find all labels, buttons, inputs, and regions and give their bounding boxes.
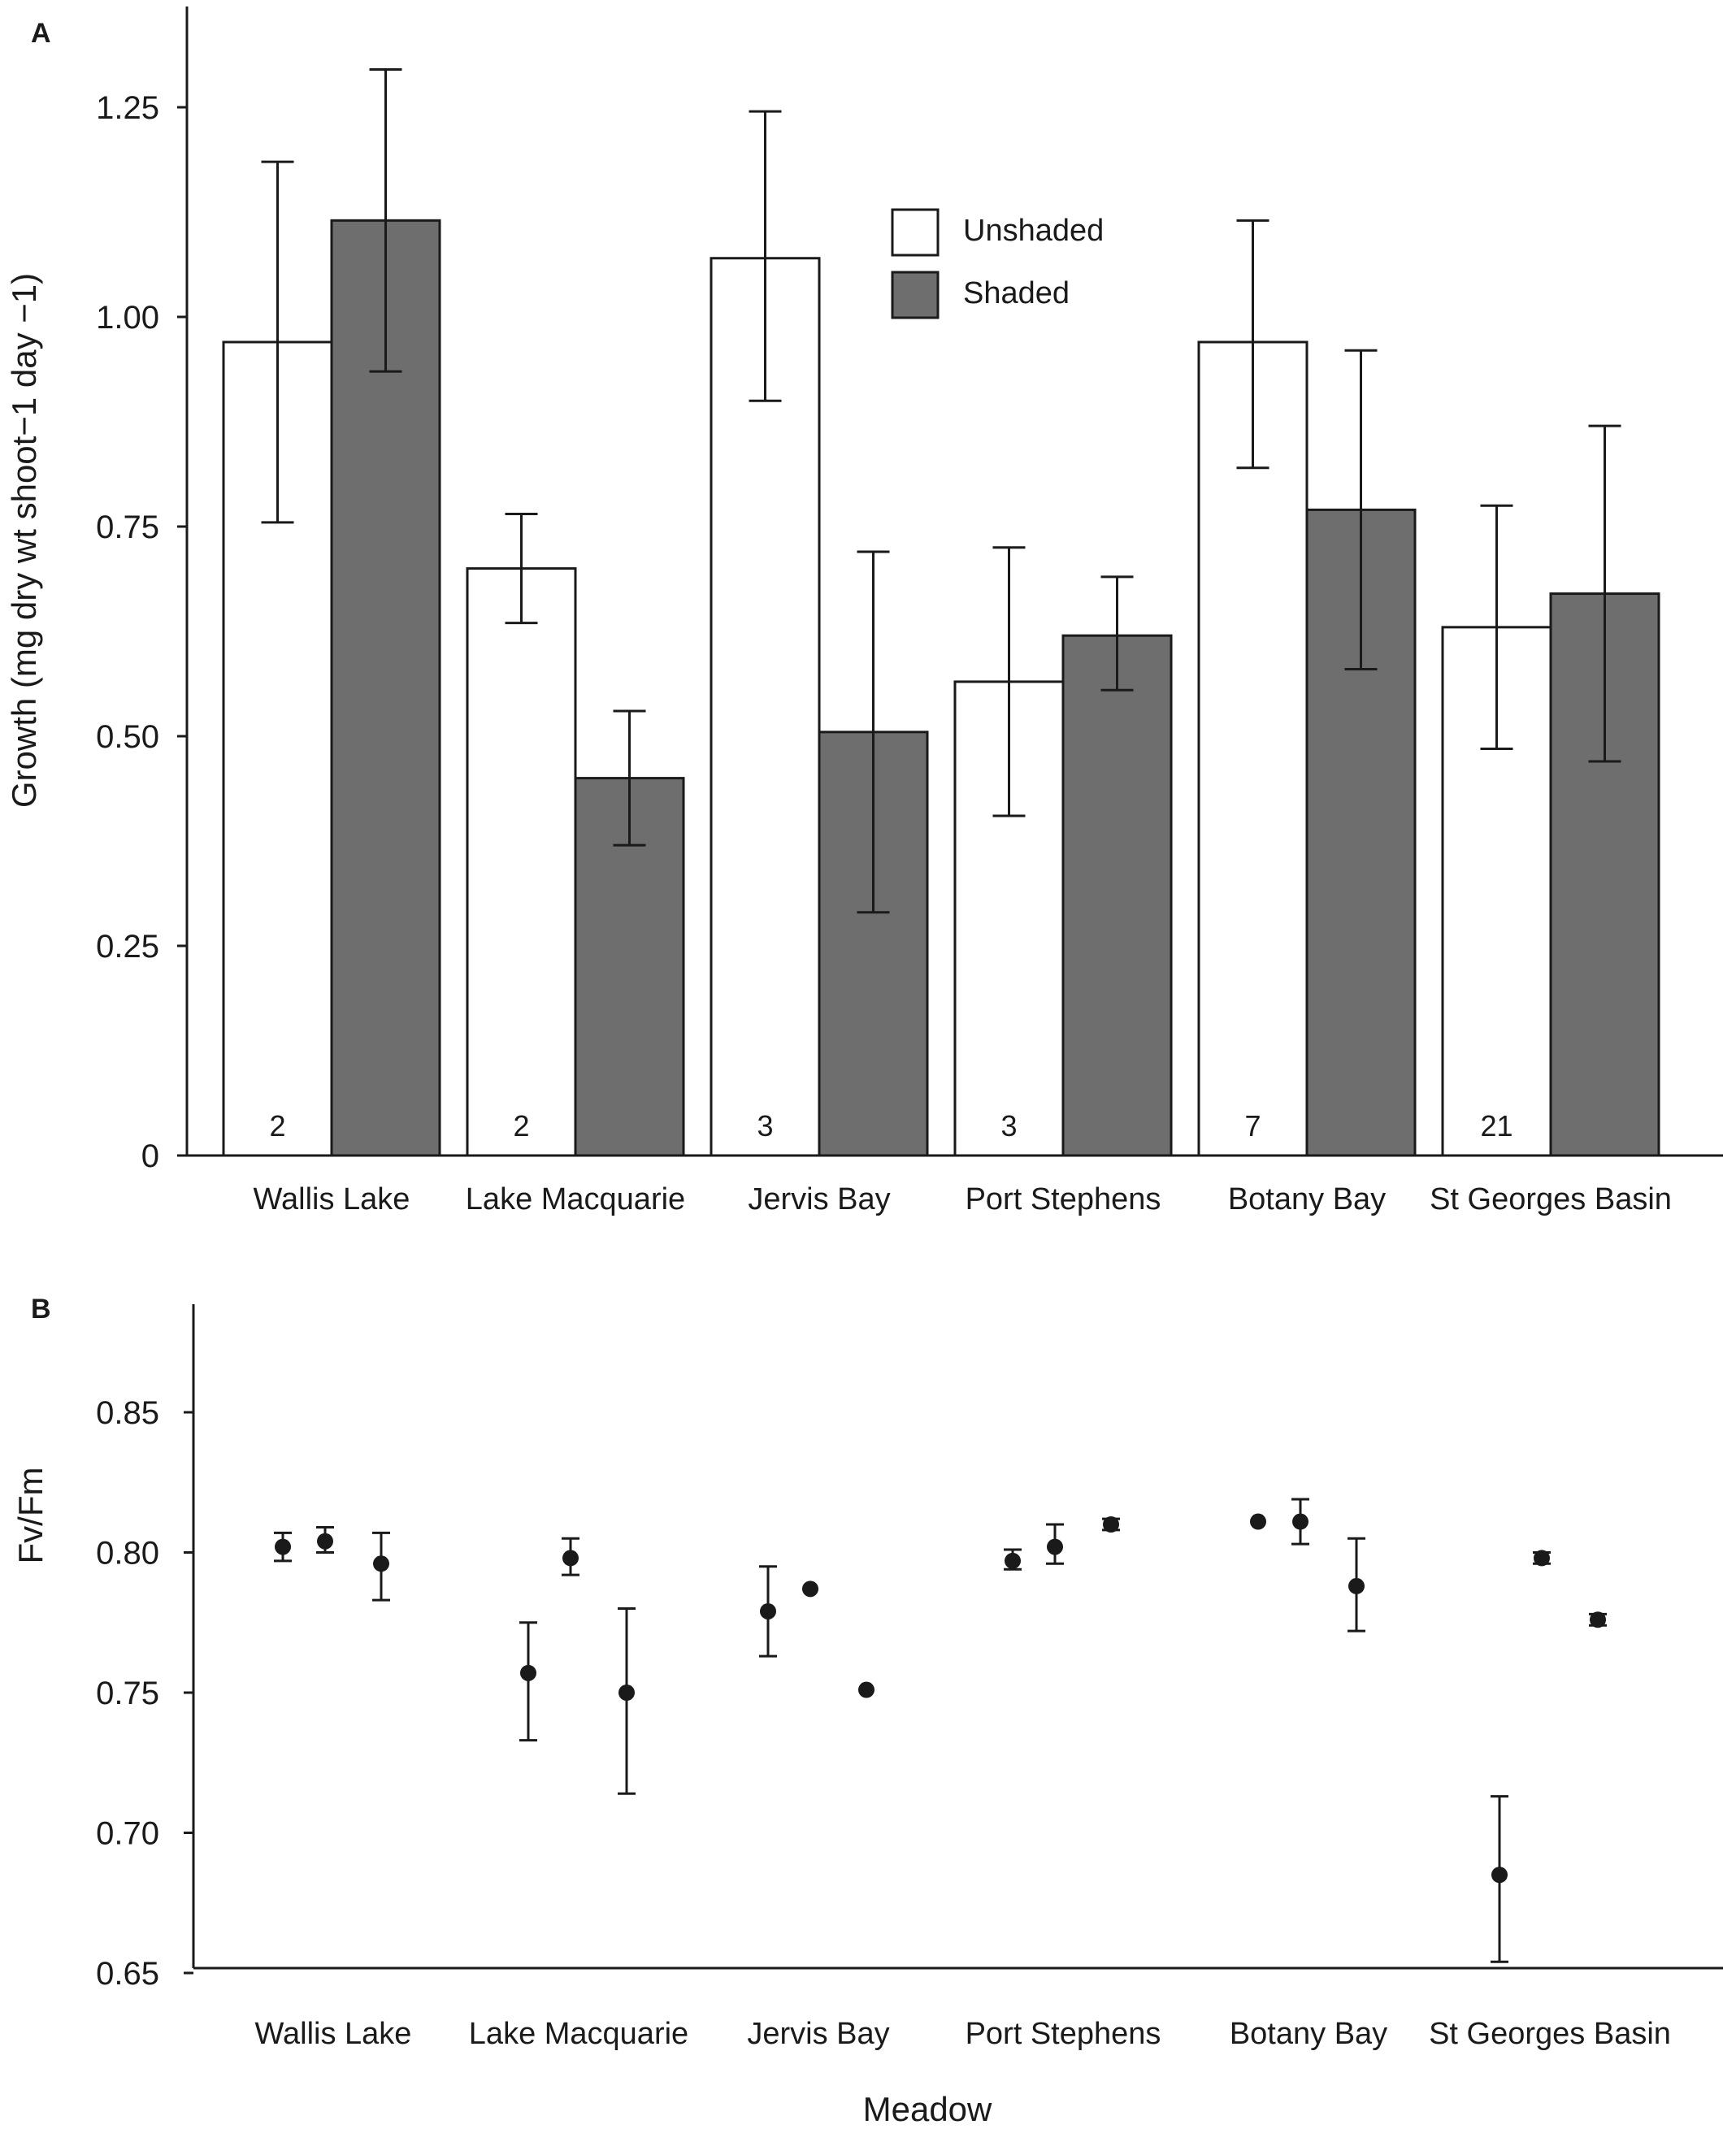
- panel-b-x-axis-title: Meadow: [863, 2090, 992, 2128]
- panel-a-category-label: St Georges Basin: [1430, 1182, 1672, 1216]
- data-point: [1005, 1552, 1021, 1569]
- sample-size-label: 21: [1480, 1109, 1512, 1143]
- panel-b: B Fv/Fm 0.65 0.70 0.75 0.80 0.85 Wallis Lake L…: [11, 1294, 1723, 2128]
- sample-size-label: 3: [757, 1109, 773, 1143]
- panel-b-y-tick-label: 0.65: [96, 1956, 159, 1992]
- sample-size-label: 3: [1000, 1109, 1017, 1143]
- data-point: [1590, 1611, 1606, 1628]
- data-point: [275, 1538, 291, 1555]
- panel-b-y-tick-label: 0.85: [96, 1395, 159, 1431]
- panel-a-category-label: Botany Bay: [1228, 1182, 1386, 1216]
- data-point: [520, 1664, 536, 1681]
- legend-label-unshaded: Unshaded: [963, 214, 1104, 248]
- panel-a-category-label: Jervis Bay: [748, 1182, 890, 1216]
- panel-b-category-label: Jervis Bay: [747, 2017, 889, 2051]
- panel-a-y-tick-label: 0.25: [96, 929, 159, 965]
- data-point: [1348, 1577, 1365, 1594]
- sample-size-label: 2: [269, 1109, 285, 1143]
- data-point: [1534, 1550, 1550, 1567]
- data-point: [1103, 1516, 1119, 1533]
- legend-swatch-shaded: [891, 271, 940, 319]
- bar-unshaded: [1197, 340, 1309, 1157]
- data-point: [373, 1555, 389, 1572]
- panel-b-y-tick-label: 0.80: [96, 1536, 159, 1572]
- panel-a-bars: 2 2 3 3 7 21: [222, 68, 1660, 1157]
- data-point: [1491, 1867, 1508, 1884]
- panel-a-axes: 0 0.25 0.50 0.75 1.00 1.25 Wallis Lake Lake Mac…: [96, 7, 1723, 1216]
- panel-b-category-label: St Georges Basin: [1429, 2017, 1671, 2051]
- panel-a-y-tick-label: 1.25: [96, 90, 159, 126]
- panel-b-y-tick-label: 0.75: [96, 1676, 159, 1711]
- panel-a-y-tick-label: 0.75: [96, 509, 159, 545]
- panel-a: A Growth (mg dry wt shoot−1 day −1) 2 2 3 3…: [5, 7, 1723, 1216]
- data-point: [618, 1685, 635, 1701]
- panel-a-category-label: Lake Macquarie: [466, 1182, 685, 1216]
- panel-b-y-tick-label: 0.70: [96, 1816, 159, 1852]
- data-point: [760, 1602, 776, 1620]
- bar-shaded: [1061, 634, 1173, 1157]
- data-point: [802, 1580, 818, 1598]
- panel-a-label: A: [31, 18, 51, 49]
- panel-a-category-label: Wallis Lake: [254, 1182, 410, 1216]
- panel-b-category-label: Botany Bay: [1230, 2017, 1387, 2051]
- panel-a-y-tick-label: 0.50: [96, 719, 159, 755]
- sample-size-label: 7: [1244, 1109, 1261, 1143]
- bar-unshaded: [466, 567, 577, 1157]
- data-point: [858, 1681, 875, 1698]
- panel-a-category-label: Port Stephens: [966, 1182, 1161, 1216]
- data-point: [1047, 1538, 1063, 1555]
- panel-b-category-label: Wallis Lake: [255, 2017, 412, 2051]
- legend-swatch-unshaded: [891, 208, 940, 257]
- panel-b-y-axis-title: Fv/Fm: [11, 1468, 50, 1564]
- panel-a-y-tick-label: 0: [141, 1138, 159, 1174]
- panel-b-category-label: Lake Macquarie: [469, 2017, 688, 2051]
- legend: Unshaded Shaded: [891, 208, 1104, 319]
- panel-a-y-tick-label: 1.00: [96, 300, 159, 336]
- panel-b-axes: 0.65 0.70 0.75 0.80 0.85 Wallis Lake Lake Macq…: [96, 1304, 1723, 2051]
- data-point: [317, 1533, 333, 1550]
- sample-size-label: 2: [513, 1109, 529, 1143]
- data-point: [1250, 1513, 1266, 1530]
- panel-b-category-label: Port Stephens: [966, 2017, 1161, 2051]
- panel-b-points: [274, 1498, 1607, 1963]
- panel-a-y-axis-title: Growth (mg dry wt shoot−1 day −1): [5, 273, 43, 808]
- panel-b-label: B: [31, 1294, 51, 1325]
- data-point: [1292, 1513, 1309, 1530]
- legend-label-shaded: Shaded: [963, 276, 1070, 310]
- data-point: [562, 1550, 579, 1567]
